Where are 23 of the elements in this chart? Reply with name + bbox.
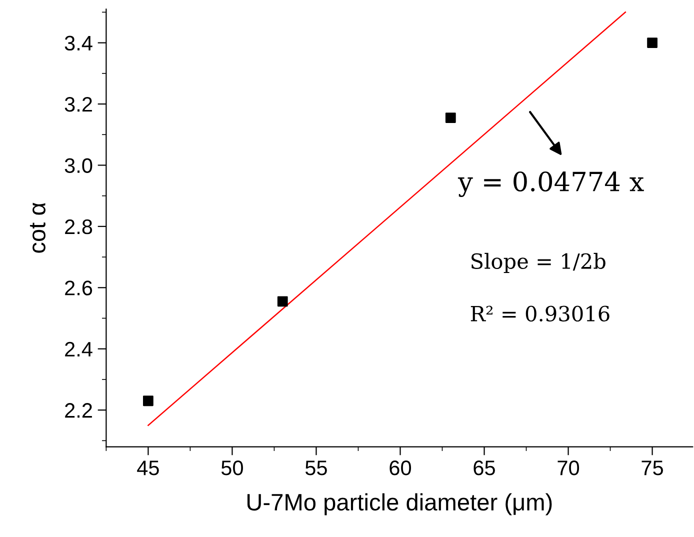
y-axis-title: cot α	[30, 202, 46, 253]
y-tick-label: 2.2	[65, 403, 92, 418]
point	[445, 112, 456, 123]
x-tick-label: 75	[642, 460, 663, 476]
y-tick-label: 3.4	[64, 36, 92, 51]
annotation: R² = 0.93016	[470, 306, 610, 322]
point	[277, 296, 288, 307]
x-tick-label: 70	[558, 460, 580, 476]
annotation: y = 0.04774 x	[458, 172, 644, 197]
x-tick-label: 65	[474, 460, 495, 476]
x-tick-label: 55	[305, 460, 327, 476]
x-tick-label: 50	[221, 460, 243, 476]
y-tick-label: 3.0	[64, 158, 92, 173]
x-axis-title: U-7Mo particle diameter (μm)	[247, 493, 552, 516]
annotation: Slope = 1/2b	[472, 252, 606, 274]
point	[142, 396, 154, 406]
x-tick-label: 60	[390, 460, 412, 476]
y-tick-label: 2.4	[65, 342, 92, 356]
point	[647, 38, 658, 48]
y-tick-label: 2.6	[65, 280, 92, 296]
y-tick-label: 3.2	[64, 97, 92, 112]
y-tick-label: 2.8	[65, 219, 92, 234]
x-tick-label: 45	[137, 460, 159, 476]
